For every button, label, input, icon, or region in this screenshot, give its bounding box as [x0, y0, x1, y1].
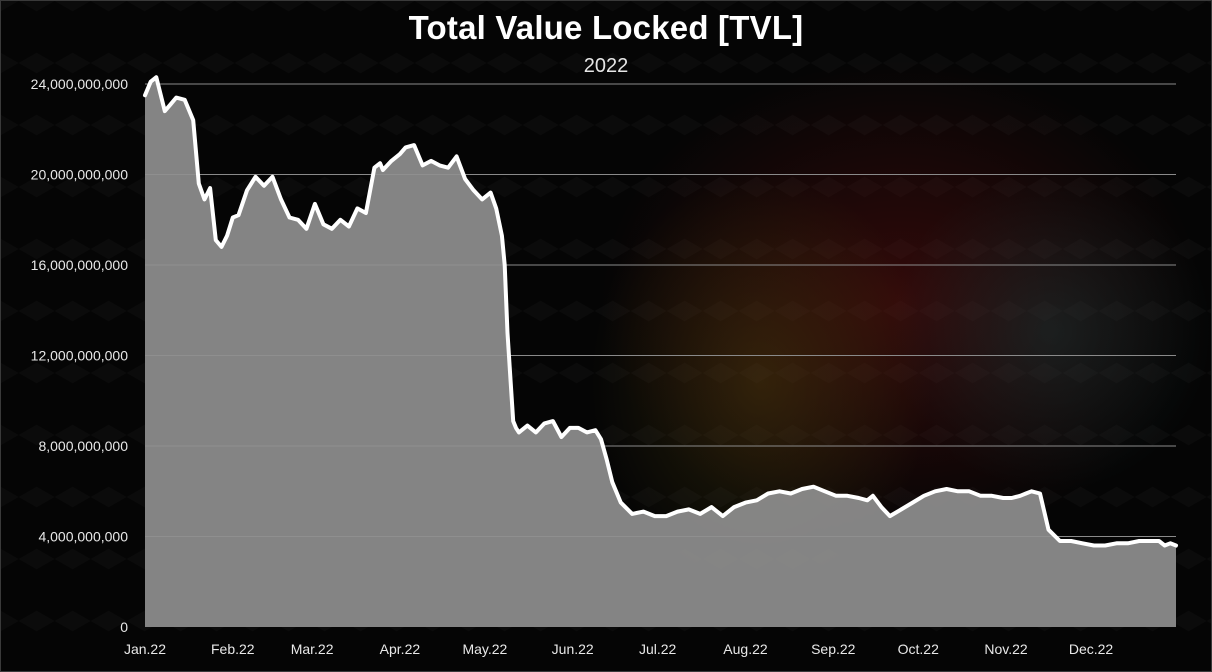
- x-tick-label: Dec.22: [1069, 641, 1114, 657]
- x-tick-label: Sep.22: [811, 641, 856, 657]
- y-tick-label: 16,000,000,000: [31, 257, 129, 273]
- x-tick-label: Feb.22: [211, 641, 255, 657]
- x-tick-label: Mar.22: [291, 641, 334, 657]
- x-tick-label: Jan.22: [124, 641, 166, 657]
- x-tick-label: Aug.22: [723, 641, 768, 657]
- x-tick-label: Apr.22: [380, 641, 421, 657]
- chart-subtitle: 2022: [583, 55, 629, 77]
- x-tick-label: Jul.22: [639, 641, 677, 657]
- x-tick-label: May.22: [462, 641, 507, 657]
- y-tick-label: 24,000,000,000: [31, 76, 129, 92]
- tvl-series-line: [143, 75, 1178, 548]
- tvl-area-fill: [145, 77, 1176, 627]
- x-axis-tick-labels: Jan.22 Feb.22 Mar.22 Apr.22 May.22 Jun.22 Jul.…: [124, 641, 1113, 657]
- y-tick-label: 0: [120, 619, 128, 635]
- x-tick-label: Jun.22: [552, 641, 594, 657]
- y-tick-label: 8,000,000,000: [38, 438, 128, 454]
- y-tick-label: 12,000,000,000: [31, 348, 129, 364]
- y-axis-tick-labels: 0 4,000,000,000 8,000,000,000 12,000,000,00…: [31, 76, 129, 635]
- y-tick-label: 4,000,000,000: [38, 529, 128, 545]
- background-logo-watermark: [591, 61, 1211, 591]
- x-tick-label: Oct.22: [898, 641, 939, 657]
- y-tick-label: 20,000,000,000: [31, 167, 129, 183]
- x-tick-label: Nov.22: [984, 641, 1028, 657]
- chart-title: Total Value Locked [TVL]: [408, 9, 804, 46]
